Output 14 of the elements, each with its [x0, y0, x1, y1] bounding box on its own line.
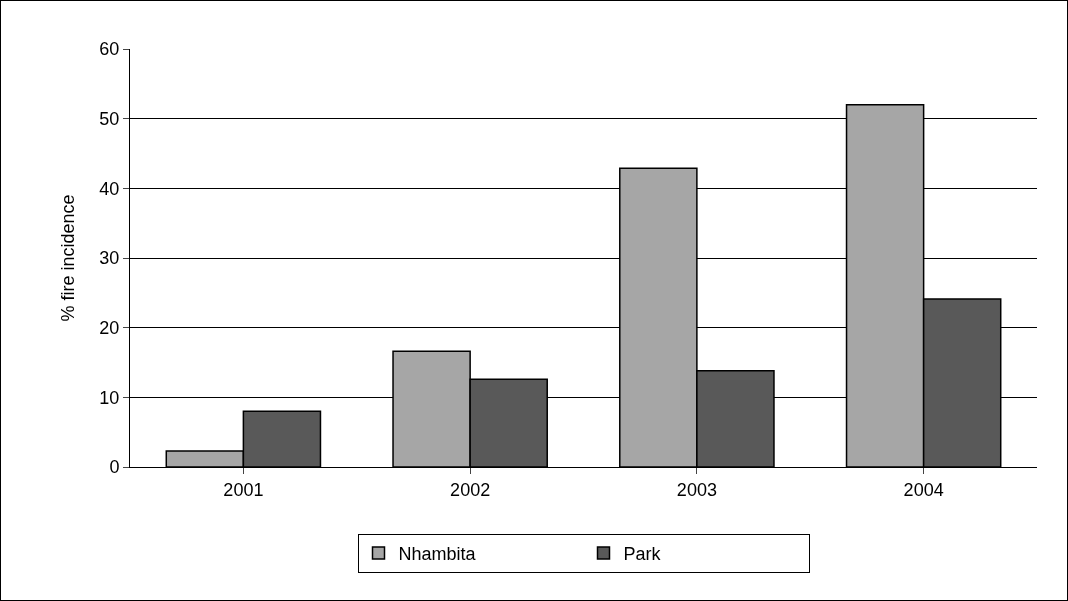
- x-tick-label: 2001: [223, 479, 264, 500]
- y-tick-label: 50: [99, 108, 120, 129]
- y-tick-label: 40: [99, 178, 120, 199]
- x-tick-label: 2003: [676, 479, 717, 500]
- y-axis-title: % fire incidence: [57, 194, 78, 322]
- legend-label: Park: [623, 544, 662, 565]
- x-tick-label: 2004: [903, 479, 944, 500]
- y-tick-label: 0: [109, 457, 120, 478]
- y-tick-label: 20: [99, 317, 120, 338]
- y-tick-label: 10: [99, 387, 120, 408]
- x-tick-label: 2002: [450, 479, 491, 500]
- y-tick-label: 30: [99, 248, 120, 269]
- legend-label: Nhambita: [398, 544, 477, 565]
- y-tick-label: 60: [99, 39, 120, 60]
